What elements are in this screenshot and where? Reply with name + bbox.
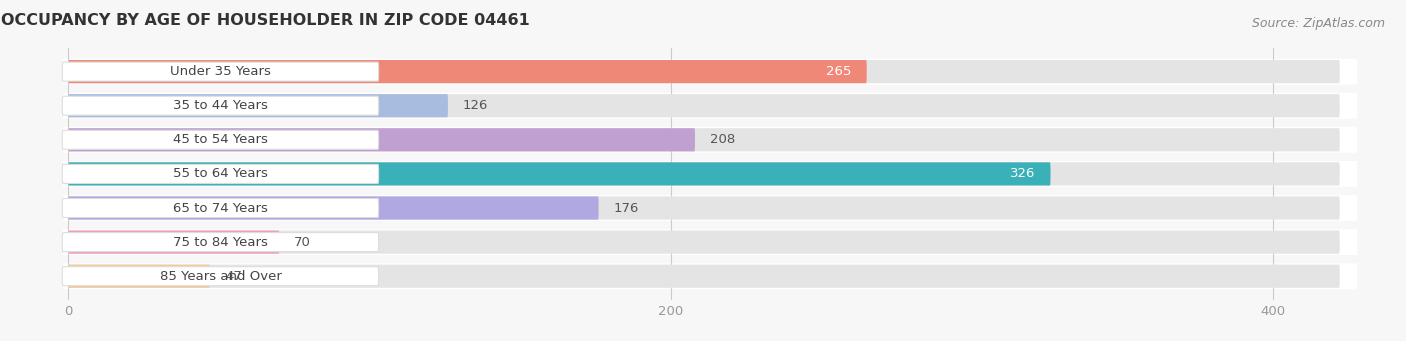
Text: 126: 126 bbox=[463, 99, 488, 112]
FancyBboxPatch shape bbox=[69, 94, 1340, 117]
Text: 85 Years and Over: 85 Years and Over bbox=[159, 270, 281, 283]
FancyBboxPatch shape bbox=[63, 59, 1357, 85]
Text: 47: 47 bbox=[225, 270, 242, 283]
Text: 75 to 84 Years: 75 to 84 Years bbox=[173, 236, 269, 249]
Text: Under 35 Years: Under 35 Years bbox=[170, 65, 271, 78]
Text: 176: 176 bbox=[613, 202, 638, 214]
FancyBboxPatch shape bbox=[69, 196, 1340, 220]
FancyBboxPatch shape bbox=[69, 162, 1340, 186]
FancyBboxPatch shape bbox=[69, 60, 1340, 83]
Text: 35 to 44 Years: 35 to 44 Years bbox=[173, 99, 269, 112]
FancyBboxPatch shape bbox=[69, 128, 695, 151]
FancyBboxPatch shape bbox=[62, 96, 378, 115]
FancyBboxPatch shape bbox=[69, 231, 1340, 254]
FancyBboxPatch shape bbox=[63, 263, 1357, 289]
FancyBboxPatch shape bbox=[62, 62, 378, 81]
FancyBboxPatch shape bbox=[62, 130, 378, 149]
Text: 70: 70 bbox=[294, 236, 311, 249]
FancyBboxPatch shape bbox=[69, 60, 866, 83]
Text: 208: 208 bbox=[710, 133, 735, 146]
FancyBboxPatch shape bbox=[69, 162, 1050, 186]
FancyBboxPatch shape bbox=[62, 198, 378, 218]
FancyBboxPatch shape bbox=[69, 265, 1340, 288]
FancyBboxPatch shape bbox=[69, 231, 280, 254]
FancyBboxPatch shape bbox=[63, 195, 1357, 221]
Text: OCCUPANCY BY AGE OF HOUSEHOLDER IN ZIP CODE 04461: OCCUPANCY BY AGE OF HOUSEHOLDER IN ZIP C… bbox=[0, 13, 529, 28]
Text: 45 to 54 Years: 45 to 54 Years bbox=[173, 133, 269, 146]
Text: 65 to 74 Years: 65 to 74 Years bbox=[173, 202, 269, 214]
Text: 55 to 64 Years: 55 to 64 Years bbox=[173, 167, 269, 180]
FancyBboxPatch shape bbox=[69, 265, 209, 288]
FancyBboxPatch shape bbox=[62, 267, 378, 286]
Text: 265: 265 bbox=[827, 65, 852, 78]
FancyBboxPatch shape bbox=[69, 94, 449, 117]
Text: 326: 326 bbox=[1010, 167, 1035, 180]
FancyBboxPatch shape bbox=[69, 196, 599, 220]
Text: Source: ZipAtlas.com: Source: ZipAtlas.com bbox=[1251, 17, 1385, 30]
FancyBboxPatch shape bbox=[63, 127, 1357, 153]
FancyBboxPatch shape bbox=[63, 229, 1357, 255]
FancyBboxPatch shape bbox=[63, 161, 1357, 187]
FancyBboxPatch shape bbox=[62, 233, 378, 252]
FancyBboxPatch shape bbox=[62, 164, 378, 183]
FancyBboxPatch shape bbox=[69, 128, 1340, 151]
FancyBboxPatch shape bbox=[63, 93, 1357, 119]
